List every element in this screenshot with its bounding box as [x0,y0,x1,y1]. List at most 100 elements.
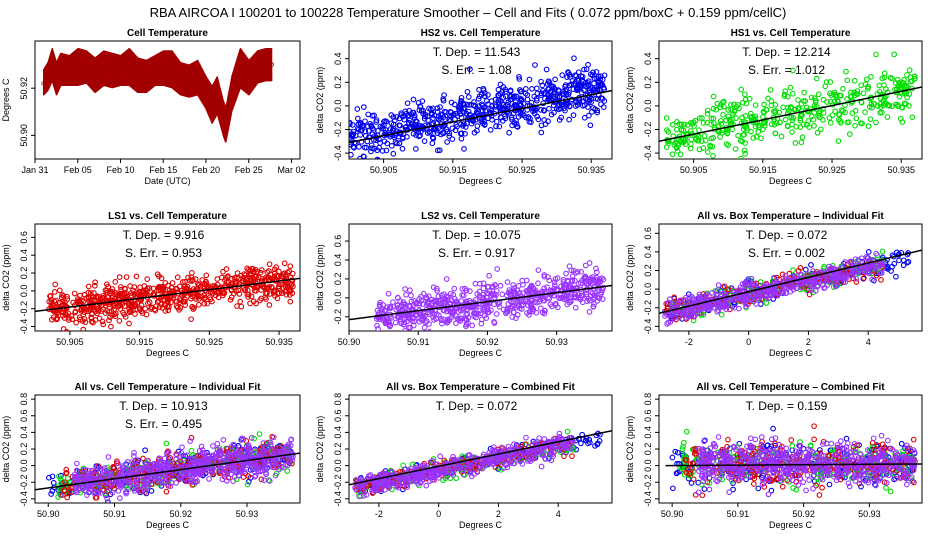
data-point-ls2 [486,288,493,294]
data-point-ls2 [666,296,673,303]
data-point-ls2 [804,271,811,277]
data-point-ls2 [742,300,749,307]
data-point-ls2 [819,282,826,288]
data-point-ls1 [721,283,728,290]
data-point-hs2 [461,105,468,111]
data-point-ls2 [845,268,852,274]
data-point-ls2 [600,276,607,283]
data-point-ls1 [134,291,141,297]
fit-annotation: S. Err. = 0.953 [125,246,202,260]
data-point-hs2 [516,73,522,80]
data-point-ls2 [517,293,524,299]
data-point-hs2 [375,157,381,159]
data-point-ls2 [499,291,506,298]
data-point-ls1 [88,314,95,321]
data-point-hs1 [873,51,879,58]
data-point-ls1 [112,289,119,296]
data-point-ls2 [700,309,707,316]
data-point-hs1 [718,121,724,127]
data-point-hs1 [867,116,874,123]
data-point-ls2 [492,282,498,289]
data-point-hs2 [49,488,56,494]
data-point-ls2 [451,295,458,302]
data-point-ls2 [844,274,850,281]
data-point-hs1 [900,79,906,86]
data-point-hs2 [428,111,435,118]
data-point-ls2 [421,324,428,331]
x-tick-label: 50.90 [37,509,60,519]
data-point-hs1 [677,151,684,158]
plot-frame [34,223,301,332]
data-point-ls1 [165,307,172,314]
data-point-ls2 [407,324,414,331]
data-point-hs1 [909,114,916,121]
data-point-hs1 [852,122,858,129]
data-point-ls2 [419,301,426,307]
data-point-ls1 [50,302,56,309]
data-point-ls2 [826,277,832,283]
data-point-ls2 [493,288,500,294]
data-point-hs2 [541,107,548,114]
data-point-hs2 [510,110,517,117]
data-point-hs1 [727,102,734,108]
temperature-point [109,67,115,72]
x-axis-label: Degrees C [459,176,503,186]
data-point-ls1 [62,299,68,306]
data-point-ls1 [162,290,168,297]
data-point-ls2 [476,288,483,295]
data-point-ls2 [558,283,564,290]
x-tick-label: 50.925 [508,165,536,175]
data-point-ls2 [571,290,578,297]
data-point-hs1 [707,142,714,149]
x-tick-label: 50.935 [577,165,605,175]
data-point-ls1 [112,310,119,317]
data-point-hs1 [768,98,775,104]
data-point-ls2 [424,299,431,306]
data-point-ls2 [677,297,684,304]
y-tick-label: -0.4 [19,319,29,335]
data-point-hs2 [458,121,464,128]
data-point-ls1 [108,323,114,330]
fit-annotation: S. Err. = 1.08 [441,63,512,77]
data-point-hs1 [761,101,767,108]
data-point-hs2 [489,103,495,110]
temperature-point [45,71,51,77]
data-point-ls2 [388,314,395,321]
data-point-hs2 [497,98,504,104]
data-point-ls2 [392,319,399,326]
temperature-point [152,69,157,74]
data-point-hs1 [846,131,853,138]
data-point-hs2 [598,101,604,108]
data-point-ls2 [581,274,588,281]
y-tick-label: -0.4 [19,491,29,507]
data-point-ls2 [530,306,537,313]
data-point-hs1 [251,435,257,442]
data-point-ls1 [64,293,70,300]
y-tick-label: -0.4 [333,145,343,161]
y-axis-label: delta CO2 (ppm) [625,67,635,134]
x-axis-label: Degrees C [769,348,813,358]
data-point-hs2 [437,104,443,110]
data-point-hs1 [772,130,779,137]
data-point-hs1 [741,147,748,154]
data-point-hs2 [367,120,374,127]
data-point-ls2 [430,298,437,305]
data-point-hs1 [717,104,724,111]
data-point-hs2 [495,86,502,93]
data-point-hs2 [527,115,533,122]
data-point-hs1 [674,157,679,159]
data-point-hs1 [752,123,759,130]
y-tick-label: -0.2 [19,474,29,490]
data-point-ls2 [715,307,722,314]
data-point-ls2 [407,287,413,294]
data-point-ls2 [410,302,417,309]
x-tick-label: Feb 20 [192,165,220,175]
data-point-ls2 [520,298,527,305]
data-point-hs1 [801,89,808,96]
data-point-hs2 [379,123,386,130]
data-point-hs1 [832,108,839,115]
data-point-ls2 [703,291,710,298]
data-point-hs2 [893,273,899,280]
data-point-ls2 [766,292,773,299]
data-point-ls1 [237,298,244,305]
